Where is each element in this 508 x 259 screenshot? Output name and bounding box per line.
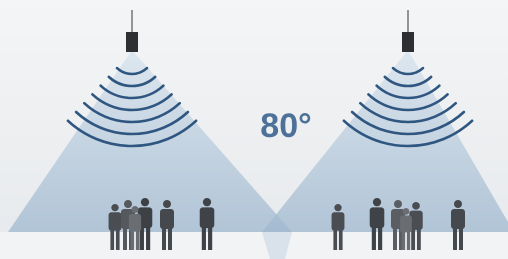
person-head xyxy=(454,200,462,208)
person-leg xyxy=(208,227,212,250)
person-leg xyxy=(402,232,405,250)
person-leg xyxy=(378,227,382,250)
person-body xyxy=(200,207,215,228)
person-leg xyxy=(202,227,206,250)
person-leg xyxy=(339,230,343,250)
person-leg xyxy=(417,229,421,250)
person-leg xyxy=(168,228,172,250)
person-body xyxy=(400,216,412,233)
person-leg xyxy=(411,229,415,250)
person-body xyxy=(451,209,465,229)
person-leg xyxy=(131,231,135,250)
sensor xyxy=(126,32,138,52)
illustration: 80° xyxy=(0,0,508,259)
page: {"label": "80°"} 80° (() => { const data… xyxy=(0,0,508,259)
person-body xyxy=(160,209,174,229)
person-leg xyxy=(393,228,397,250)
person-leg xyxy=(136,231,140,250)
person-head xyxy=(131,206,138,213)
person-head xyxy=(124,200,132,208)
person-head xyxy=(373,198,381,206)
person-head xyxy=(412,202,420,210)
person-leg xyxy=(453,228,457,250)
angle-label: 80° xyxy=(260,107,311,145)
person-body xyxy=(129,214,141,232)
person-body xyxy=(370,207,385,228)
person-leg xyxy=(372,227,376,250)
person-leg xyxy=(110,230,114,250)
person-head xyxy=(394,200,402,208)
person-leg xyxy=(162,228,166,250)
person-leg xyxy=(146,227,150,250)
person-body xyxy=(109,212,122,230)
person-head xyxy=(141,198,149,206)
person-leg xyxy=(459,228,463,250)
person-head xyxy=(111,204,118,211)
person-leg xyxy=(123,228,127,250)
sensor xyxy=(402,32,414,52)
person-head xyxy=(203,198,211,206)
person-leg xyxy=(116,230,120,250)
person-body xyxy=(332,212,345,230)
person-leg xyxy=(333,230,337,250)
person-leg xyxy=(407,232,410,250)
person-head xyxy=(403,208,410,215)
person-head xyxy=(334,204,341,211)
floor xyxy=(0,232,508,259)
person-head xyxy=(163,200,171,208)
